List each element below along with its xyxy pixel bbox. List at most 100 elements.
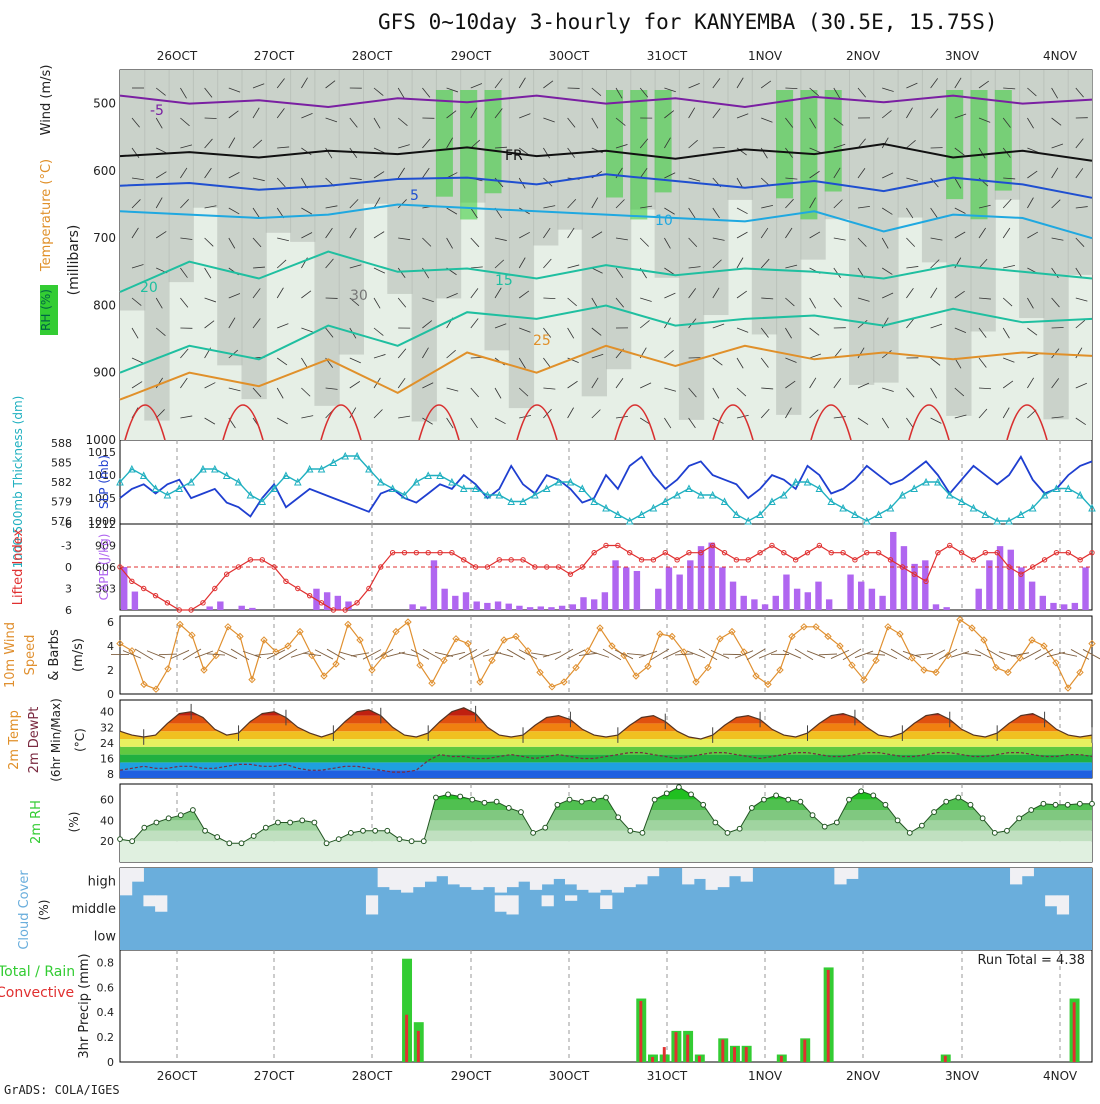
rh-marker xyxy=(409,839,414,844)
wind-barb-10m xyxy=(531,653,549,656)
cloud-clear-cell xyxy=(565,895,577,900)
thickness-tick: 588 xyxy=(51,437,72,450)
pressure-tick: 900 xyxy=(93,366,116,380)
cloud-clear-cell xyxy=(378,868,390,887)
rh-marker xyxy=(1029,808,1034,813)
rh-tick: 20 xyxy=(100,835,114,848)
cloud-clear-cell xyxy=(132,868,144,882)
wind-barb-10m xyxy=(903,651,921,657)
cloud-clear-cell xyxy=(694,868,706,879)
rh-marker xyxy=(227,841,232,846)
date-label-bottom: 31OCT xyxy=(647,1069,688,1083)
rh-marker xyxy=(446,792,451,797)
cloud-axis-label: Cloud Cover xyxy=(17,870,32,950)
slp-axis-label: SLP (mb) xyxy=(97,455,111,509)
cape-bar xyxy=(815,582,821,610)
wind-barb-10m xyxy=(891,649,909,660)
precip-convective-bar xyxy=(721,1040,724,1062)
rh-green-patch xyxy=(485,90,502,193)
rh-marker xyxy=(373,828,378,833)
cloud-clear-cell xyxy=(834,868,846,884)
cape-bar xyxy=(495,601,501,610)
precip-tick: 0 xyxy=(107,1056,114,1069)
rh-marker xyxy=(324,841,329,846)
wind-barb-10m xyxy=(963,653,981,656)
thickness-tick: 582 xyxy=(51,476,72,489)
cloud-clear-cell xyxy=(542,895,554,906)
rh-marker xyxy=(494,799,499,804)
rh-band xyxy=(703,70,728,315)
cloud-clear-cell xyxy=(553,868,565,879)
rh-marker xyxy=(786,797,791,802)
wind-barb-10m xyxy=(507,649,525,659)
rh-marker xyxy=(397,837,402,842)
cape-bar xyxy=(335,596,341,610)
wind-barb-10m xyxy=(399,653,417,657)
wind-barb-10m xyxy=(327,649,345,659)
wind-barb-10m xyxy=(159,654,177,655)
wind-barb-10m xyxy=(627,654,645,656)
cape-bar xyxy=(441,589,447,610)
rh-marker xyxy=(263,825,268,830)
date-label-top: 29OCT xyxy=(451,49,492,63)
rh-marker xyxy=(482,800,487,805)
cape-bar xyxy=(516,606,522,610)
cloud-clear-cell xyxy=(635,868,647,884)
date-label-top: 4NOV xyxy=(1043,49,1078,63)
rh-marker xyxy=(276,820,281,825)
rh-marker xyxy=(506,806,511,811)
cloud-clear-cell xyxy=(565,868,577,884)
cloud-clear-cell xyxy=(471,868,483,890)
wind-barb-10m xyxy=(819,654,837,655)
wind-barb-10m xyxy=(543,652,561,657)
rh-marker xyxy=(920,823,925,828)
cape-bar xyxy=(687,560,693,610)
rh-band xyxy=(752,70,777,334)
date-label-top: 1NOV xyxy=(748,49,783,63)
temp-axis-label-3: (6hr Min/Max) xyxy=(49,698,63,782)
rh-marker xyxy=(166,816,171,821)
lifted-tick: 3 xyxy=(65,583,72,596)
rh-marker xyxy=(300,818,305,823)
precip-convective-bar xyxy=(1073,1002,1076,1062)
rh-marker xyxy=(118,837,123,842)
cloud-clear-cell xyxy=(1010,868,1022,884)
lifted-tick: -3 xyxy=(61,540,72,553)
cape-bar xyxy=(890,532,896,610)
cape-axis-label: CAPE (J/kg) xyxy=(97,534,111,601)
rh-marker xyxy=(130,839,135,844)
precip-convective-bar xyxy=(639,1001,642,1062)
rh-band xyxy=(193,70,218,208)
precip-convective-bar xyxy=(651,1057,654,1062)
rh-band-fill xyxy=(120,831,1092,841)
date-label-top: 3NOV xyxy=(945,49,980,63)
rh-marker xyxy=(1090,801,1095,806)
rh-marker xyxy=(191,808,196,813)
cloud-clear-cell xyxy=(389,868,401,890)
pressure-tick: 800 xyxy=(93,298,116,312)
rh-marker xyxy=(543,825,548,830)
rh-marker xyxy=(810,813,815,818)
temperature-legend-label: Temperature (°C) xyxy=(39,159,54,272)
rh-marker xyxy=(834,820,839,825)
cape-bar xyxy=(698,546,704,610)
cloud-clear-cell xyxy=(506,895,518,914)
date-label-top: 31OCT xyxy=(647,49,688,63)
precip-convective-bar xyxy=(827,970,830,1062)
rh-marker xyxy=(616,815,621,820)
rh-band xyxy=(873,70,898,383)
rh-marker xyxy=(361,828,366,833)
temp-band xyxy=(120,755,1092,763)
cape-bar xyxy=(591,599,597,610)
contour-label: 15 xyxy=(495,273,513,289)
rh-marker xyxy=(895,818,900,823)
contour-label: -5 xyxy=(150,103,164,119)
rh-marker xyxy=(567,797,572,802)
cloud-clear-cell xyxy=(1022,868,1034,876)
rh-axis-unit: (%) xyxy=(67,812,81,833)
date-label-bottom: 27OCT xyxy=(254,1069,295,1083)
temp-tick: 16 xyxy=(100,753,114,766)
rh-band-fill xyxy=(120,841,1092,862)
wind-barb-10m xyxy=(951,652,969,658)
